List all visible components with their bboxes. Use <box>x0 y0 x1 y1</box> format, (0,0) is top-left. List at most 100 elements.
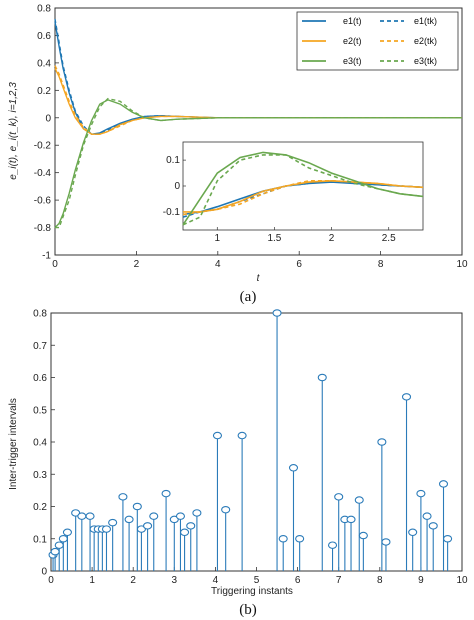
stem-marker <box>443 534 453 543</box>
legend-label-e1k: e1(tk) <box>414 16 437 26</box>
stem-marker <box>381 538 391 546</box>
x-tick-label: 2 <box>134 259 140 270</box>
x-tick-label: 5 <box>254 575 260 586</box>
stem-marker <box>212 431 223 440</box>
y-tick-label: 0.8 <box>33 309 47 320</box>
x-tick-label: 2 <box>130 575 136 586</box>
y-tick-label: 0.6 <box>37 31 51 42</box>
legend-label-e2k: e2(tk) <box>414 36 437 46</box>
y-tick-label: 0.8 <box>37 4 51 15</box>
series-line-e2tk <box>54 65 462 135</box>
y-tick-label: 0.2 <box>33 502 47 513</box>
x-tick-label: 1 <box>89 575 95 586</box>
inset-plot-area <box>182 141 424 231</box>
chart-b-stems <box>48 309 453 571</box>
x-tick-label: 6 <box>295 575 301 586</box>
inset-series-line-e3tk <box>182 154 424 226</box>
stem-marker <box>186 522 196 530</box>
inset-y-tick-label: 0.1 <box>166 155 180 166</box>
stem-marker <box>438 480 449 488</box>
y-tick-label: 0.5 <box>33 405 47 416</box>
stem-marker <box>272 309 282 317</box>
stem-marker <box>358 531 368 540</box>
inset-x-tick-label: 1.5 <box>267 233 281 244</box>
y-tick-label: 0.1 <box>33 534 47 545</box>
y-tick-label: 0 <box>45 113 51 124</box>
chart-b-y-ticks: 0 0.1 0.2 0.3 0.4 0.5 0.6 0.7 0.8 <box>33 309 55 578</box>
chart-b-x-label: Triggering instants <box>211 586 293 597</box>
x-tick-label: 4 <box>213 575 219 586</box>
chart-b-caption: (b) <box>239 602 257 618</box>
stem-marker <box>85 512 95 520</box>
stem-marker <box>58 534 68 543</box>
chart-a: -1-0.8-0.6-0.4-0.200.20.40.60.8 0 2 4 6 8 10 … <box>8 4 468 306</box>
stem-marker <box>124 515 134 524</box>
stem-marker <box>175 512 186 520</box>
stem-marker <box>192 509 202 517</box>
chart-b-y-label: Inter-trigger intervals <box>8 398 19 490</box>
stem-marker <box>143 522 153 530</box>
chart-a-y-ticks: -1 -0.8 -0.6 -0.4 -0.2 0 0.2 0.4 0.6 0.8 <box>34 4 59 262</box>
y-tick-label: 0 <box>41 567 47 578</box>
x-tick-label: 4 <box>215 259 221 270</box>
stem-marker <box>221 505 231 514</box>
series-line-e3tk <box>55 97 462 229</box>
stem-marker <box>132 502 142 511</box>
chart-b: 0 0.1 0.2 0.3 0.4 0.5 0.6 0.7 0.8 0 1 2 3 4 5 6 7 8 9 10 T… <box>8 309 468 619</box>
y-tick-label: 0.6 <box>33 373 47 384</box>
inset-series-line-e2tk <box>182 180 424 216</box>
x-tick-label: 6 <box>296 259 302 270</box>
x-tick-label: 0 <box>48 575 54 586</box>
legend-label-e2: e2(t) <box>343 36 362 46</box>
chart-a-inset: -0.1 0 0.1 1 1.5 2 2.5 <box>163 141 424 244</box>
stem-marker <box>346 515 356 524</box>
y-tick-label: 0.2 <box>37 86 51 97</box>
series-line-e3t <box>54 99 462 229</box>
stem-marker <box>317 373 327 382</box>
stem-marker <box>180 528 190 537</box>
stem-marker <box>354 496 364 504</box>
stem-marker <box>54 541 64 549</box>
stem-marker <box>334 493 344 501</box>
y-tick-label: -0.6 <box>34 196 52 207</box>
y-tick-label: 0.4 <box>33 438 47 449</box>
x-tick-label: 9 <box>418 575 424 586</box>
stem-marker <box>77 512 87 520</box>
x-tick-label: 8 <box>377 575 383 586</box>
x-tick-label: 8 <box>378 259 384 270</box>
stem-marker <box>149 512 159 520</box>
stem-marker <box>295 534 305 543</box>
y-tick-label: 0.4 <box>37 58 51 69</box>
inset-x-tick-label: 2.5 <box>382 233 396 244</box>
stem-marker <box>416 489 426 498</box>
chart-b-plot-area <box>50 312 463 572</box>
inset-series-lines <box>182 151 424 226</box>
y-tick-label: -0.2 <box>34 141 52 152</box>
inset-y-tick-label: 0 <box>174 181 180 192</box>
chart-a-y-label: e_i(t), e_i(t_k), i=1,2,3 <box>8 82 19 180</box>
chart-a-caption: (a) <box>240 289 257 305</box>
stem-marker <box>161 489 171 498</box>
chart-a-x-label: t <box>257 273 261 284</box>
stem-marker <box>401 393 412 401</box>
stem-marker <box>50 547 60 556</box>
x-tick-label: 10 <box>456 575 468 586</box>
y-tick-label: 0.3 <box>33 470 47 481</box>
stem-marker <box>428 522 438 530</box>
stem-marker <box>377 438 387 446</box>
chart-a-legend: e1(t) e1(tk) e2(t) e2(tk) e3(t) e3(tk) <box>296 11 459 71</box>
stem-marker <box>422 512 432 520</box>
y-tick-label: -0.8 <box>34 223 52 234</box>
legend-label-e3: e3(t) <box>343 56 362 66</box>
stem-marker <box>288 464 299 472</box>
x-tick-label: 0 <box>52 259 58 270</box>
inset-ticks: -0.1 0 0.1 1 1.5 2 2.5 <box>163 155 396 244</box>
stem-marker <box>278 534 288 543</box>
stem-marker <box>108 518 118 527</box>
stem-marker <box>62 528 72 537</box>
stem-marker <box>118 493 128 501</box>
legend-label-e3k: e3(tk) <box>414 56 437 66</box>
stem-marker <box>237 431 247 440</box>
stem-marker <box>101 525 112 533</box>
